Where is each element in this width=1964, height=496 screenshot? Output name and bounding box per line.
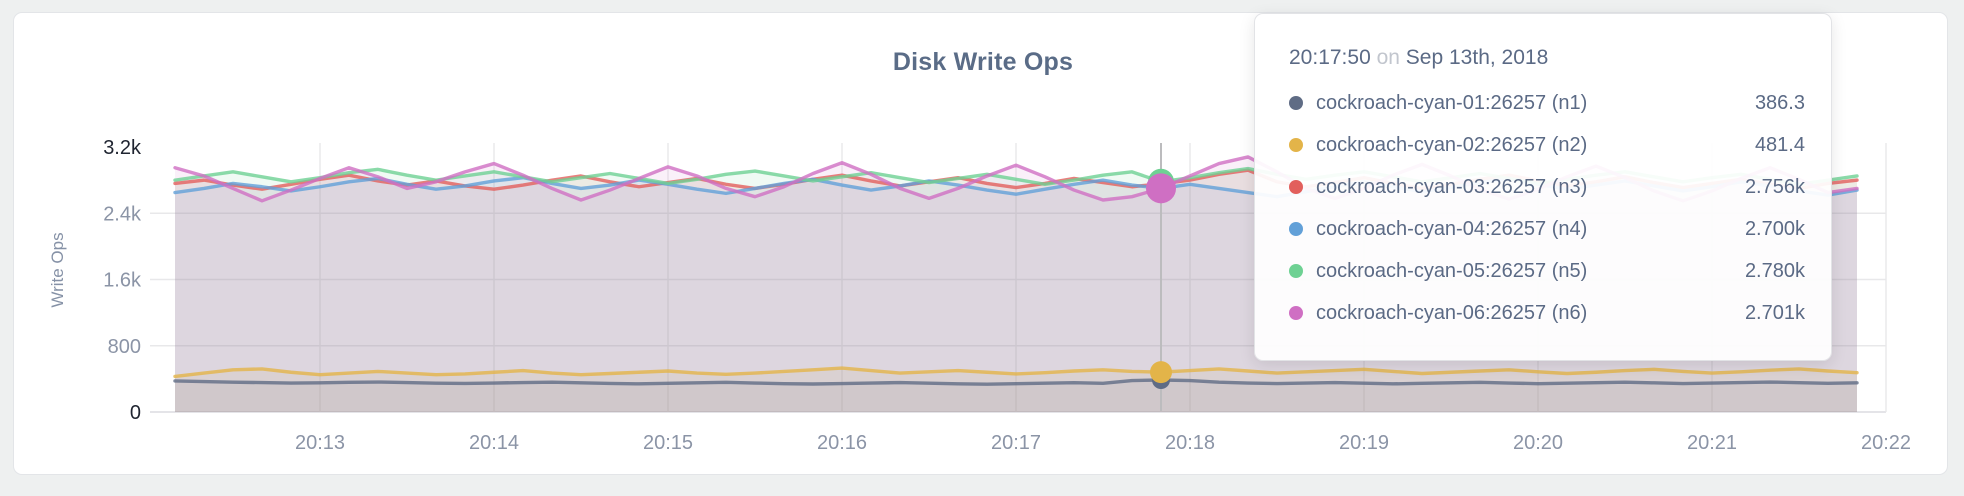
series-value: 481.4 [1754,133,1805,156]
series-label: cockroach-cyan-02:26257 (n2) [1316,133,1588,156]
tooltip-row: cockroach-cyan-05:26257 (n5) 2.780k [1289,250,1805,292]
tooltip-date: Sep 13th, 2018 [1405,46,1549,69]
tooltip-time: 20:17:50 [1289,46,1371,69]
svg-text:20:20: 20:20 [1513,432,1563,454]
svg-text:20:17: 20:17 [991,432,1041,454]
tooltip-row: cockroach-cyan-02:26257 (n2) 481.4 [1289,124,1805,166]
svg-text:20:14: 20:14 [469,432,519,454]
series-label: cockroach-cyan-03:26257 (n3) [1316,175,1588,198]
series-dot-n1 [1289,96,1303,110]
series-value: 2.700k [1744,217,1805,240]
series-dot-n3 [1289,180,1303,194]
series-label: cockroach-cyan-06:26257 (n6) [1316,301,1588,324]
hover-tooltip: 20:17:50 on Sep 13th, 2018 cockroach-cya… [1254,13,1832,361]
tooltip-conjunction: on [1376,46,1400,69]
svg-text:800: 800 [108,336,141,358]
series-label: cockroach-cyan-04:26257 (n4) [1316,217,1588,240]
svg-text:0: 0 [130,402,141,424]
series-dot-n6 [1289,306,1303,320]
svg-text:1.6k: 1.6k [103,270,142,292]
svg-text:20:21: 20:21 [1687,432,1737,454]
svg-text:2.4k: 2.4k [103,203,142,225]
chart-title: Disk Write Ops [892,48,1074,76]
svg-text:20:18: 20:18 [1165,432,1215,454]
svg-text:20:19: 20:19 [1339,432,1389,454]
svg-text:20:15: 20:15 [643,432,693,454]
series-value: 386.3 [1754,91,1805,114]
series-dot-n5 [1289,264,1303,278]
tooltip-row: cockroach-cyan-01:26257 (n1) 386.3 [1289,82,1805,124]
tooltip-row: cockroach-cyan-03:26257 (n3) 2.756k [1289,166,1805,208]
tooltip-header: 20:17:50 on Sep 13th, 2018 [1289,46,1805,70]
series-value: 2.756k [1744,175,1805,198]
svg-text:20:22: 20:22 [1861,432,1911,454]
y-axis-label: Write Ops [48,232,67,308]
series-dot-n2 [1289,138,1303,152]
series-dot-n4 [1289,222,1303,236]
svg-text:3.2k: 3.2k [103,137,142,159]
tooltip-row: cockroach-cyan-06:26257 (n6) 2.701k [1289,292,1805,334]
series-label: cockroach-cyan-05:26257 (n5) [1316,259,1588,282]
series-value: 2.701k [1744,301,1805,324]
series-label: cockroach-cyan-01:26257 (n1) [1316,91,1588,114]
series-value: 2.780k [1744,259,1805,282]
tooltip-row: cockroach-cyan-04:26257 (n4) 2.700k [1289,208,1805,250]
svg-text:20:16: 20:16 [817,432,867,454]
svg-text:20:13: 20:13 [295,432,345,454]
